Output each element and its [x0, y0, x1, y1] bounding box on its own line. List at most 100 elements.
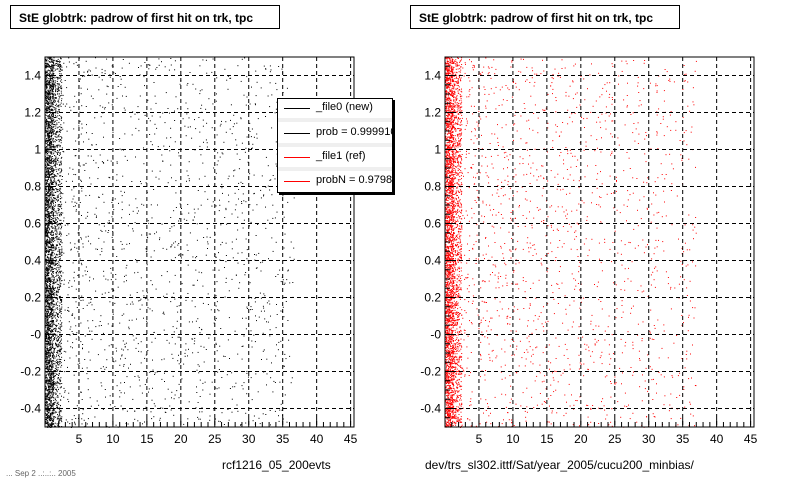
data-point — [51, 183, 53, 185]
data-point — [47, 127, 49, 129]
data-point — [244, 274, 246, 276]
data-point — [69, 423, 71, 425]
data-point — [119, 76, 121, 78]
data-point — [223, 424, 225, 425]
data-point — [114, 198, 116, 200]
data-point — [51, 365, 53, 367]
data-point — [47, 116, 49, 118]
data-point — [75, 61, 77, 63]
data-point — [64, 80, 66, 81]
data-point — [50, 159, 52, 161]
data-point — [60, 277, 62, 279]
data-point — [56, 116, 58, 118]
data-point — [192, 338, 194, 340]
data-point — [47, 349, 49, 351]
data-point — [103, 162, 105, 164]
data-point — [261, 261, 263, 263]
data-point — [58, 149, 60, 151]
data-point — [49, 114, 51, 116]
data-point — [215, 256, 217, 258]
data-point — [46, 422, 48, 424]
data-point — [199, 131, 201, 133]
data-point — [252, 420, 254, 422]
data-point — [56, 231, 58, 233]
data-point — [54, 337, 56, 339]
data-point — [51, 222, 53, 224]
data-point — [69, 334, 71, 336]
data-point — [209, 415, 211, 417]
data-point — [48, 409, 50, 410]
data-point — [68, 286, 70, 288]
data-point — [59, 206, 60, 208]
data-point — [60, 239, 62, 241]
data-point — [211, 381, 213, 383]
data-point — [58, 226, 60, 228]
data-point — [53, 399, 55, 401]
data-point — [52, 132, 54, 134]
data-point — [76, 247, 78, 249]
data-point — [205, 254, 207, 256]
data-point — [154, 374, 156, 375]
data-point — [275, 327, 277, 329]
data-point — [51, 318, 53, 320]
data-point — [59, 271, 61, 273]
data-point — [52, 414, 54, 416]
data-point — [172, 326, 174, 328]
data-point — [254, 259, 256, 261]
data-point — [53, 87, 54, 89]
data-point — [47, 344, 49, 346]
data-point — [104, 292, 106, 294]
data-point — [278, 415, 279, 417]
data-point — [52, 421, 54, 423]
data-point — [194, 306, 196, 308]
data-point — [59, 257, 61, 259]
data-point — [134, 410, 136, 412]
data-point — [52, 187, 54, 189]
data-point — [81, 367, 83, 369]
data-point — [136, 318, 137, 320]
data-point — [48, 360, 50, 362]
data-point — [198, 271, 200, 273]
data-point — [53, 377, 55, 379]
data-point — [53, 389, 54, 390]
data-point — [55, 125, 57, 127]
data-point — [101, 68, 103, 70]
data-point — [50, 380, 52, 382]
data-point — [59, 152, 61, 154]
data-point — [45, 409, 47, 411]
data-point — [224, 296, 226, 298]
data-point — [169, 405, 171, 407]
data-point — [246, 258, 248, 260]
data-point — [46, 284, 48, 286]
data-point — [46, 87, 47, 89]
data-point — [124, 346, 126, 348]
data-point — [174, 394, 176, 396]
data-point — [50, 402, 52, 404]
data-point — [249, 309, 251, 311]
data-point — [45, 310, 47, 312]
data-point — [49, 262, 51, 264]
data-point — [48, 199, 50, 201]
data-point — [47, 122, 49, 124]
data-point — [45, 375, 47, 377]
data-point — [53, 217, 55, 219]
data-point — [52, 237, 54, 239]
data-point — [56, 391, 58, 393]
data-point — [49, 420, 51, 422]
data-point — [80, 93, 82, 95]
data-point — [50, 87, 51, 88]
data-point — [50, 320, 52, 322]
data-point — [48, 322, 50, 324]
data-point — [56, 223, 58, 225]
data-point — [61, 254, 63, 256]
data-point — [53, 85, 54, 87]
data-point — [49, 188, 51, 189]
data-point — [151, 170, 153, 172]
data-point — [51, 141, 52, 143]
data-point — [48, 396, 50, 398]
data-point — [87, 88, 88, 90]
data-point — [50, 294, 52, 296]
data-point — [50, 96, 52, 98]
data-point — [234, 330, 236, 332]
data-point — [52, 382, 54, 384]
